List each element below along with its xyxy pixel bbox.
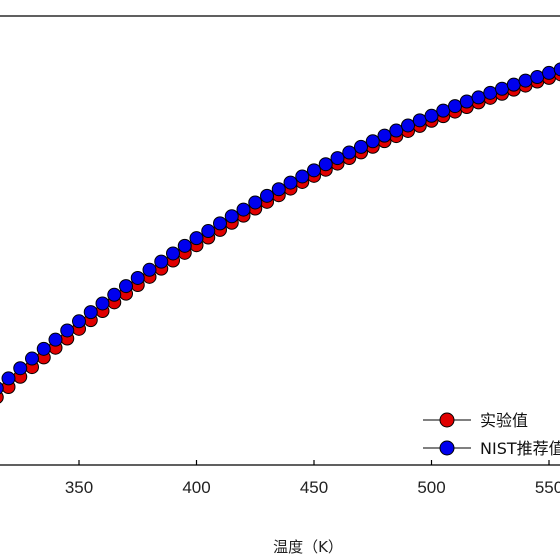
x-tick-label: 350 [65, 478, 93, 497]
series-2-point [95, 296, 110, 311]
series-2-point [295, 169, 310, 184]
series-1-point [0, 390, 4, 404]
series-2-point [518, 73, 533, 88]
legend-marker-1 [439, 412, 455, 428]
series-2-point [25, 351, 39, 366]
x-axis-label: 温度（K） [273, 538, 343, 556]
legend-label-1: 实验值 [480, 411, 528, 430]
series-2-point [401, 118, 415, 133]
series-2-point [1, 371, 16, 386]
x-axis-ticks: 350 400 450 500 550 [65, 460, 560, 497]
data-points [0, 62, 560, 404]
series-2-point [0, 381, 4, 395]
series-2-point [213, 216, 227, 231]
series-2-point [459, 94, 474, 109]
series-2-point [236, 202, 251, 217]
series-2-point [119, 279, 133, 294]
series-2-point [271, 182, 286, 197]
series-2-point [354, 139, 368, 154]
series-2-point [201, 224, 216, 239]
x-tick-label: 550 [535, 478, 560, 497]
series-2-point [72, 314, 86, 329]
series-2-point [448, 99, 462, 114]
series-2-point [506, 77, 521, 92]
series-2-point [130, 270, 145, 285]
series-2-point [471, 90, 486, 105]
series-2-point [342, 145, 357, 160]
series-2-point [177, 238, 192, 253]
series-2-point [189, 231, 204, 246]
series-2-point [377, 128, 392, 143]
series-2-point [483, 85, 498, 100]
series-2-point [224, 209, 239, 224]
series-2-point [542, 65, 556, 80]
legend-label-2: NIST推荐值 [480, 439, 560, 458]
series-2-point [48, 332, 63, 347]
series-2-point [13, 361, 28, 376]
series-2-point [307, 163, 321, 178]
series-2-point [60, 323, 75, 338]
legend-marker-2 [439, 440, 455, 456]
series-2-point [436, 103, 451, 118]
series-2-point [248, 195, 263, 210]
legend: 实验值 NIST推荐值 [423, 411, 560, 458]
series-2-point [424, 108, 439, 123]
x-tick-label: 450 [300, 478, 328, 497]
series-2-point [166, 246, 180, 261]
series-2-point [283, 175, 298, 190]
series-2-point [36, 341, 51, 356]
series-2-point [530, 70, 545, 85]
series-2-point [83, 305, 98, 320]
series-2-point [142, 262, 157, 277]
series-2-point [495, 81, 509, 96]
series-2-point [365, 134, 380, 149]
series-2-point [107, 287, 122, 302]
series-2-point [330, 151, 345, 166]
series-2-point [154, 254, 169, 269]
series-2-point [412, 113, 427, 128]
x-tick-label: 400 [182, 478, 210, 497]
series-2-point [260, 188, 274, 203]
x-tick-label: 500 [417, 478, 445, 497]
plot-frame [0, 15, 560, 466]
series-2-point [553, 62, 560, 77]
series-2-point [389, 123, 404, 138]
series-2-point [318, 157, 333, 172]
